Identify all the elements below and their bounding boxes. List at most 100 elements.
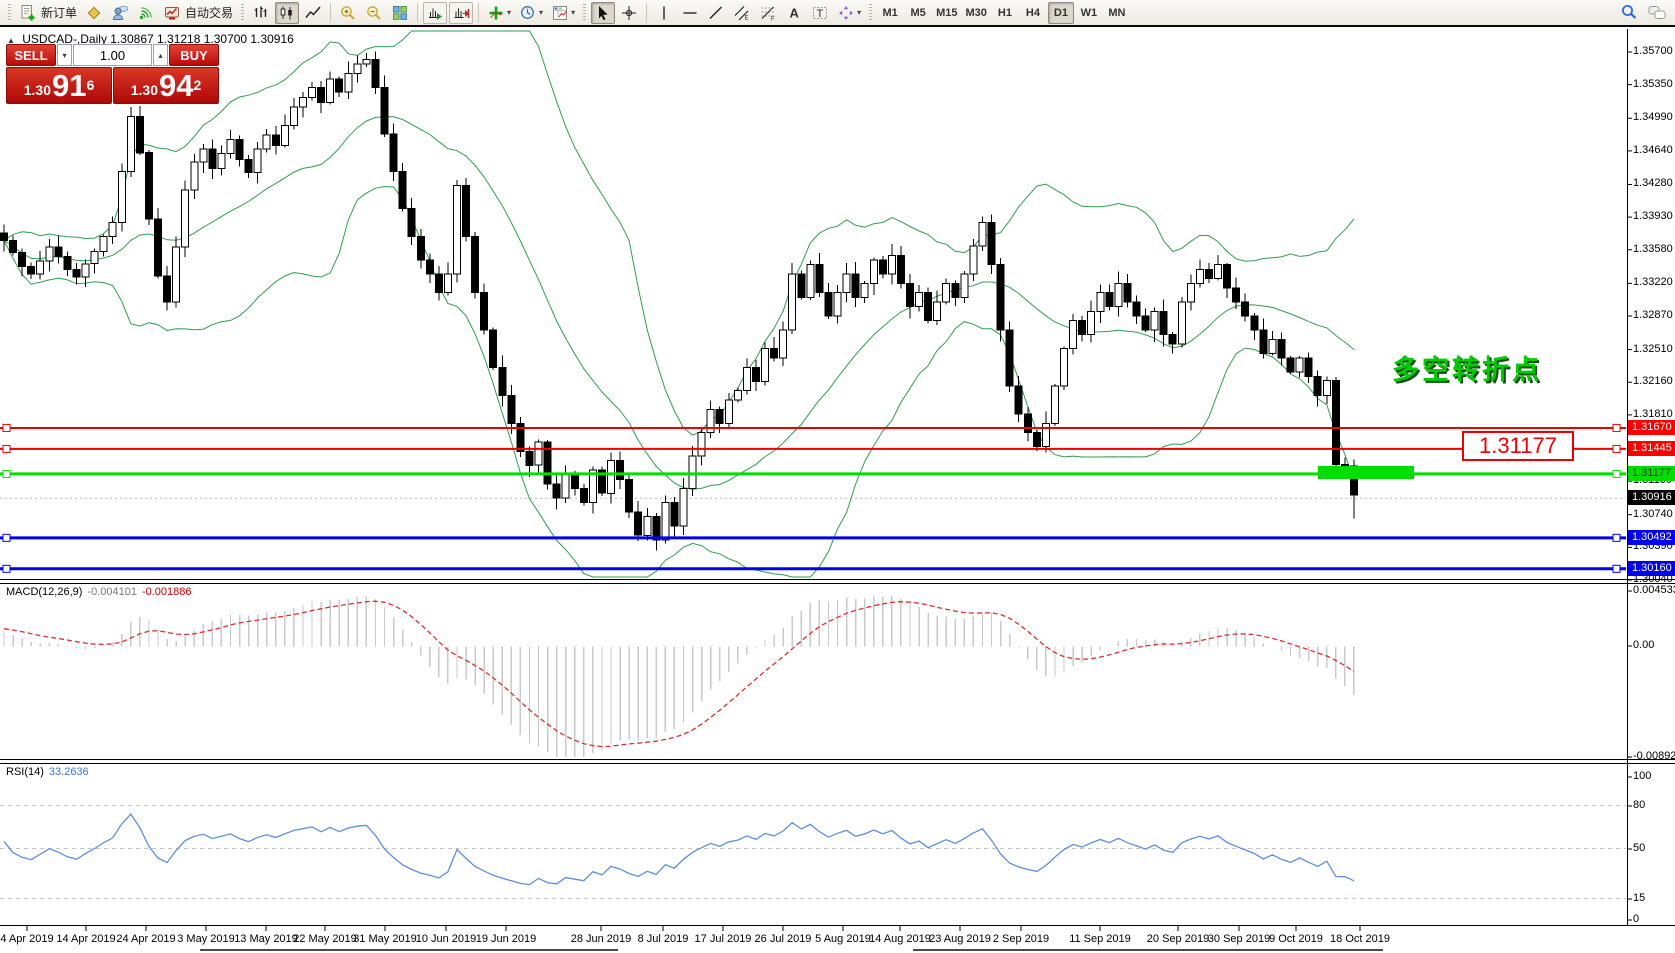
periods-button[interactable]: ▾	[516, 2, 546, 24]
buy-button[interactable]: BUY	[169, 44, 219, 66]
toolbar-separator	[478, 3, 480, 22]
zoom-in-button[interactable]	[336, 2, 360, 24]
macd-axis-label: 0.00	[1633, 639, 1655, 651]
volume-increase-button[interactable]: ▴	[153, 44, 168, 66]
search-button[interactable]	[1617, 2, 1642, 24]
new-order-label: 新订单	[41, 6, 78, 20]
one-click-trading-panel: SELL ▾ 1.00 ▴ BUY 1.30 91 6 1.30 94 2	[6, 44, 219, 104]
sell-price-button[interactable]: 1.30 91 6	[6, 67, 112, 104]
dropdown-caret-icon: ▾	[507, 8, 512, 17]
price-tick-label: 1.34990	[1633, 111, 1673, 124]
buy-price-main: 94	[158, 68, 194, 103]
text-icon: A	[790, 5, 800, 20]
equidistant-channel-button[interactable]: E	[730, 2, 754, 24]
date-tick-label: 22 May 2019	[293, 933, 357, 945]
volume-input[interactable]: 1.00	[73, 44, 152, 66]
price-tick-label: 1.30740	[1633, 507, 1673, 520]
price-tick-label: 1.32870	[1633, 309, 1673, 321]
price-tick-label: 1.32160	[1633, 375, 1673, 388]
zoom-out-button[interactable]	[362, 2, 386, 24]
timeframe-d1-button[interactable]: D1	[1047, 1, 1074, 24]
text-label-icon: T	[813, 6, 828, 20]
horizontal-line-button[interactable]	[678, 2, 702, 24]
timeframe-m5-button[interactable]: M5	[910, 6, 926, 19]
date-tick-label: 18 Oct 2019	[1330, 933, 1390, 945]
date-tick-label: 30 Sep 2019	[1207, 933, 1271, 945]
arrows-button[interactable]: ▾	[834, 2, 864, 24]
toolbar-grip[interactable]	[8, 3, 11, 22]
new-order-button[interactable]: 新订单	[16, 2, 80, 24]
timeframe-m1-button[interactable]: M1	[882, 6, 898, 19]
bollinger-bands	[3, 30, 1355, 578]
dropdown-caret-icon: ▾	[571, 8, 576, 17]
metaeditor-button[interactable]	[82, 2, 106, 24]
toolbar-grip[interactable]	[583, 3, 587, 22]
timeframe-h4-button[interactable]: H4	[1025, 6, 1040, 19]
trendline-icon	[709, 6, 723, 19]
chart-ohlc-values: 1.30867 1.31218 1.30700 1.30916	[110, 32, 294, 46]
sell-button[interactable]: SELL	[6, 44, 56, 66]
signals-button[interactable]	[134, 2, 158, 24]
community-icon	[113, 5, 129, 20]
toolbar-grip[interactable]	[241, 3, 245, 22]
price-tick-label: 1.33580	[1633, 242, 1673, 255]
rsi-axis-label: 15	[1633, 892, 1646, 904]
crosshair-icon	[622, 5, 637, 20]
buy-price-prefix: 1.30	[130, 82, 158, 98]
auto-scroll-button[interactable]	[423, 1, 448, 24]
bar-chart-button[interactable]	[249, 2, 273, 24]
price-tick-label: 1.35350	[1633, 77, 1673, 90]
rsi-axis-label: 0	[1633, 913, 1640, 925]
timeframe-mn-button[interactable]: MN	[1108, 6, 1126, 19]
candlestick-chart-icon	[280, 6, 292, 19]
buy-price-pip: 2	[193, 77, 202, 93]
volume-decrease-button[interactable]: ▾	[57, 44, 72, 66]
price-tick-label: 1.35700	[1633, 45, 1673, 57]
timeframe-h1-button[interactable]: H1	[997, 6, 1012, 19]
rsi-label: RSI(14) 33.2636	[6, 766, 89, 778]
templates-button[interactable]: ▾	[548, 2, 578, 24]
buy-price-button[interactable]: 1.30 94 2	[113, 67, 219, 104]
highlight-rectangle-object[interactable]	[1318, 466, 1414, 479]
horizontal-line-icon	[683, 11, 697, 14]
main-toolbar: 新订单	[0, 0, 1675, 27]
toolbar-grip[interactable]	[869, 3, 873, 22]
fibonacci-button[interactable]: F	[756, 2, 780, 24]
text-label-button[interactable]: T	[808, 2, 832, 24]
community-button[interactable]	[108, 2, 132, 24]
macd-signal-value: -0.001886	[141, 586, 192, 598]
crosshair-button[interactable]	[617, 2, 641, 24]
chat-button[interactable]	[1644, 2, 1670, 24]
price-tag: 1.30916	[1628, 490, 1675, 506]
window-edge-line	[200, 949, 618, 951]
cursor-button[interactable]	[591, 1, 616, 24]
collapse-panel-icon[interactable]: ▲	[7, 36, 15, 45]
chart-shift-button[interactable]	[449, 1, 474, 24]
horizontal-line-objects[interactable]	[0, 423, 1626, 573]
auto-trading-button[interactable]: 自动交易	[160, 2, 236, 24]
timeframe-w1-button[interactable]: W1	[1080, 6, 1098, 19]
bar-chart-icon	[254, 6, 267, 17]
line-chart-button[interactable]	[301, 2, 325, 24]
toolbar-separator	[330, 3, 332, 22]
vertical-line-button[interactable]	[652, 2, 676, 24]
date-tick-label: 14 Apr 2019	[56, 933, 116, 945]
price-tick-label: 1.34640	[1633, 143, 1673, 156]
svg-text:T: T	[817, 8, 824, 20]
tile-windows-button[interactable]	[388, 2, 412, 24]
timeframe-m15-button[interactable]: M15	[936, 6, 958, 19]
indicators-button[interactable]: ▾	[484, 2, 514, 24]
templates-icon	[553, 5, 568, 20]
trendline-button[interactable]	[704, 2, 728, 24]
macd-value: -0.004101	[87, 586, 137, 598]
chat-icon	[1648, 6, 1666, 19]
date-tick-label: 14 Aug 2019	[869, 933, 931, 945]
date-tick-label: 3 May 2019	[177, 933, 235, 945]
text-button[interactable]: A	[782, 2, 806, 24]
candlestick-chart-button[interactable]	[275, 1, 300, 24]
timeframe-m30-button[interactable]: M30	[965, 6, 987, 19]
macd-label: MACD(12,26,9) -0.004101 -0.001886	[6, 586, 192, 598]
channel-icon: E	[734, 5, 749, 21]
